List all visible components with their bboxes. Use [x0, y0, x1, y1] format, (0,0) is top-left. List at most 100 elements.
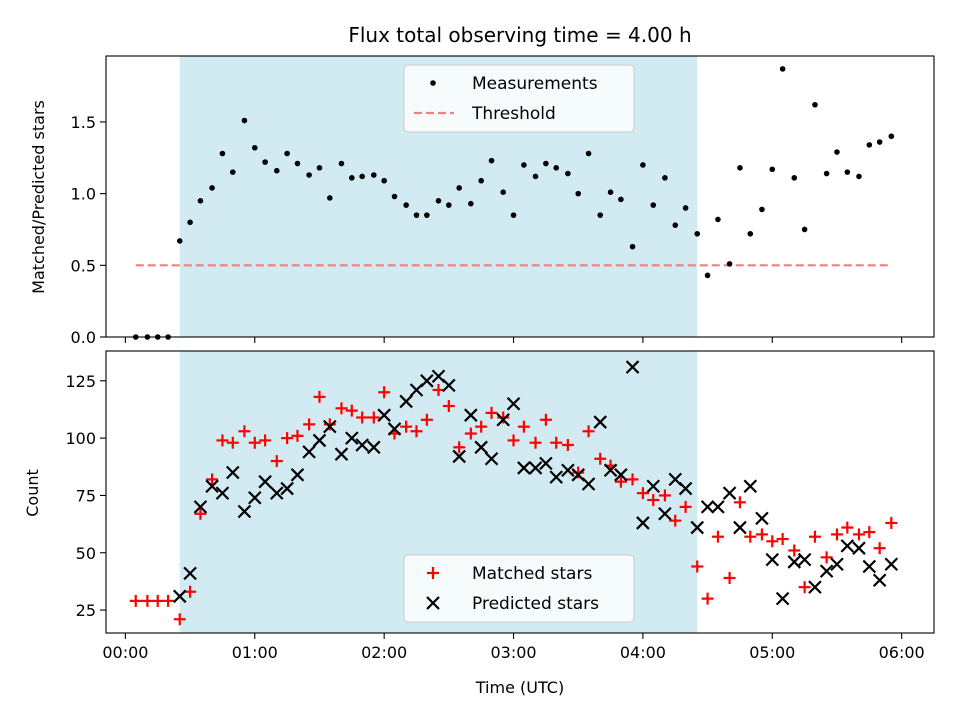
matched-star-point [885, 516, 898, 529]
matched-star-point [151, 594, 164, 607]
measurement-point [834, 149, 840, 155]
measurement-point [565, 170, 571, 177]
matched-star-point [614, 475, 627, 488]
predicted-star-point [549, 470, 564, 484]
matched-star-point [129, 594, 142, 607]
predicted-star-point [711, 500, 725, 514]
measurement-point [779, 66, 786, 72]
predicted-star-point [646, 479, 661, 494]
predicted-star-point [690, 520, 705, 535]
matched-star-point [582, 425, 595, 438]
predicted-star-point [614, 468, 628, 482]
ratio-y-ticks: 0.0 0.5 1.0 1.5 [71, 113, 106, 347]
y-tick-label: 1.5 [71, 113, 96, 132]
predicted-star-point [442, 378, 456, 393]
predicted-star-point [808, 580, 822, 594]
x-axis-label: Time (UTC) [475, 678, 564, 697]
count-legend: Matched stars Predicted stars [403, 554, 635, 623]
measurement-point [759, 206, 765, 213]
measurement-point [694, 230, 701, 237]
matched-star-point [647, 494, 660, 507]
matched-star-point [173, 613, 186, 626]
matched-star-point [194, 507, 207, 520]
matched-star-point [453, 441, 466, 454]
predicted-star-point [561, 463, 575, 477]
predicted-star-point [506, 396, 521, 411]
measurement-point [424, 212, 430, 218]
count-markers [129, 360, 899, 626]
measurement-point [294, 160, 301, 167]
measurement-point [359, 173, 365, 180]
measurement-point [715, 216, 721, 223]
matched-star-point [313, 390, 326, 403]
predicted-star-point [193, 500, 208, 514]
x-tick-label: 04:00 [620, 643, 666, 662]
measurement-point [209, 185, 215, 191]
matched-star-point [669, 514, 682, 527]
legend-threshold-label: Threshold [471, 104, 556, 124]
measurement-point [306, 172, 312, 178]
measurement-point [618, 196, 624, 203]
predicted-star-point [334, 447, 349, 461]
predicted-star-point [636, 516, 650, 530]
measurement-point [726, 261, 733, 267]
predicted-star-point [625, 360, 640, 374]
measurement-point [219, 150, 226, 157]
y-tick-label: 125 [65, 372, 96, 391]
predicted-star-point [775, 591, 790, 606]
matched-star-point [270, 455, 283, 468]
predicted-star-point [387, 422, 402, 436]
predicted-star-point [581, 477, 596, 491]
predicted-star-point [237, 504, 252, 519]
matched-star-point [162, 594, 175, 607]
measurement-point [866, 142, 873, 148]
measurement-point [381, 177, 387, 184]
predicted-star-point [840, 539, 855, 553]
predicted-star-point [280, 481, 294, 496]
matched-star-point [303, 418, 316, 431]
matched-star-point [442, 400, 455, 413]
chart-title: Flux total observing time = 4.00 h [348, 23, 691, 47]
measurement-point [543, 160, 549, 167]
ratio-markers [132, 66, 895, 340]
measurement-point [478, 177, 484, 184]
y-tick-label: 75 [76, 486, 96, 505]
predicted-star-point [765, 552, 780, 567]
matched-star-point [539, 413, 552, 426]
measurement-point [607, 189, 614, 195]
measurement-point [844, 169, 851, 175]
measurement-point [769, 166, 776, 173]
matched-star-point [206, 473, 219, 486]
predicted-star-point [269, 486, 284, 500]
matched-star-point [561, 439, 574, 451]
ratio-panel: 0.0 0.5 1.0 1.5 Flux total observing time =… [29, 23, 935, 347]
y-tick-label: 25 [76, 601, 96, 620]
matched-star-point [701, 592, 714, 605]
matched-star-point [723, 571, 736, 584]
predicted-star-point [658, 507, 672, 521]
matched-star-point [356, 411, 369, 424]
predicted-star-point [464, 408, 478, 422]
predicted-star-point [830, 557, 844, 571]
predicted-star-point [377, 408, 391, 422]
x-tick-label: 05:00 [749, 643, 795, 662]
matched-star-point [335, 402, 348, 415]
matched-star-point [226, 436, 239, 449]
count-x-ticks: 00:00 01:00 02:00 03:00 04:00 05:00 06:00 [102, 633, 925, 662]
y-tick-label: 0.5 [71, 256, 96, 275]
matched-star-point [291, 429, 304, 442]
matched-star-point [529, 436, 542, 449]
predicted-star-point [290, 468, 305, 482]
matched-star-point [808, 530, 821, 543]
measurement-point [791, 175, 798, 181]
predicted-star-point [312, 433, 327, 448]
predicted-star-point [797, 552, 812, 567]
predicted-star-point [355, 438, 369, 452]
matched-star-point [798, 581, 811, 594]
predicted-star-point [517, 461, 531, 475]
measurement-point [823, 170, 830, 177]
y-tick-label: 100 [65, 429, 96, 448]
predicted-star-point [539, 456, 553, 471]
matched-star-point [733, 496, 746, 509]
matched-star-point [475, 420, 488, 433]
